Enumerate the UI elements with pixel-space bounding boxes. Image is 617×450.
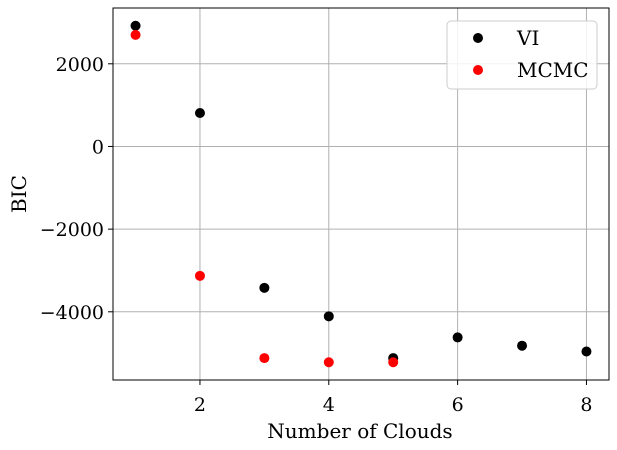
data-point-mcmc <box>194 270 205 281</box>
data-point-vi <box>517 340 528 351</box>
x-tick-label: 6 <box>452 394 464 416</box>
y-axis-label: BIC <box>7 175 31 213</box>
data-point-mcmc <box>130 29 141 40</box>
data-point-mcmc <box>259 353 270 364</box>
legend-marker-mcmc <box>473 65 483 75</box>
x-tick-label: 8 <box>580 394 592 416</box>
data-point-mcmc <box>323 357 334 368</box>
data-point-vi <box>581 346 592 357</box>
legend-marker-vi <box>473 33 483 43</box>
y-tick-label: −4000 <box>40 302 104 324</box>
legend-label-vi: VI <box>516 26 539 50</box>
points-layer <box>130 20 592 368</box>
data-point-vi <box>452 332 463 343</box>
tick-labels-layer: 2 4 6 8 −4000 −2000 0 2000 <box>40 54 593 416</box>
data-point-vi <box>259 282 270 293</box>
y-tick-label: 0 <box>92 136 104 158</box>
x-tick-label: 2 <box>194 394 206 416</box>
legend-label-mcmc: MCMC <box>517 58 589 82</box>
legend-box <box>446 20 598 90</box>
ticks-layer <box>108 63 587 385</box>
plot-frame <box>112 7 610 381</box>
data-point-mcmc <box>388 357 399 368</box>
x-tick-label: 4 <box>323 394 335 416</box>
data-point-vi <box>194 107 205 118</box>
legend: VI MCMC <box>446 20 598 90</box>
x-axis-label: Number of Clouds <box>267 419 452 443</box>
y-tick-label: 2000 <box>56 54 104 76</box>
y-tick-label: −2000 <box>40 219 104 241</box>
data-point-vi <box>323 311 334 322</box>
data-point-vi <box>130 20 141 31</box>
